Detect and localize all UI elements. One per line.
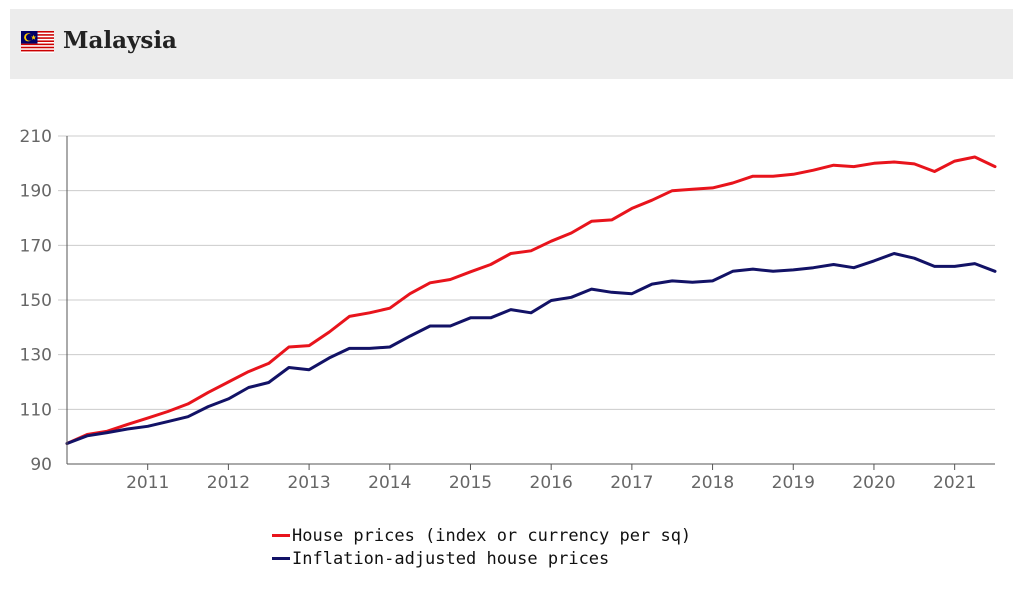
x-tick-label: 2015 (449, 473, 492, 493)
x-tick-label: 2019 (772, 473, 815, 493)
y-tick-label: 110 (20, 400, 52, 420)
title-bar: Malaysia (10, 9, 1013, 79)
y-tick-label: 210 (20, 127, 52, 147)
x-tick-label: 2011 (126, 473, 169, 493)
y-tick-label: 130 (20, 346, 52, 366)
x-tick-label: 2016 (530, 473, 573, 493)
malaysia-flag-icon (21, 31, 54, 53)
legend-swatch-nominal (272, 534, 290, 537)
series-line-house-prices (65, 155, 997, 445)
legend-label-nominal: House prices (index or currency per sq) (292, 525, 692, 546)
legend-label-real: Inflation-adjusted house prices (292, 548, 610, 569)
x-tick-label: 2017 (610, 473, 653, 493)
x-tick-label: 2014 (368, 473, 411, 493)
y-tick-label: 190 (20, 182, 52, 202)
x-tick-label: 2020 (852, 473, 895, 493)
legend-swatch-real (272, 557, 290, 560)
series-line-inflation-adjusted (65, 252, 997, 445)
page-title: Malaysia (63, 27, 177, 54)
legend: House prices (index or currency per sq) … (272, 524, 691, 570)
x-tick-label: 2018 (691, 473, 734, 493)
x-tick-label: 2013 (287, 473, 330, 493)
grid-lines (58, 135, 995, 410)
x-tick-label: 2021 (933, 473, 976, 493)
series-layer (65, 155, 997, 445)
legend-item-real: Inflation-adjusted house prices (272, 547, 691, 570)
y-tick-label: 90 (30, 455, 52, 475)
axes: 90 110 130 150 170 190 210 2011 2012 2013 2014 2015… (20, 127, 995, 493)
x-tick-label: 2012 (207, 473, 250, 493)
y-tick-label: 170 (20, 236, 52, 256)
legend-item-nominal: House prices (index or currency per sq) (272, 524, 691, 547)
y-tick-label: 150 (20, 291, 52, 311)
